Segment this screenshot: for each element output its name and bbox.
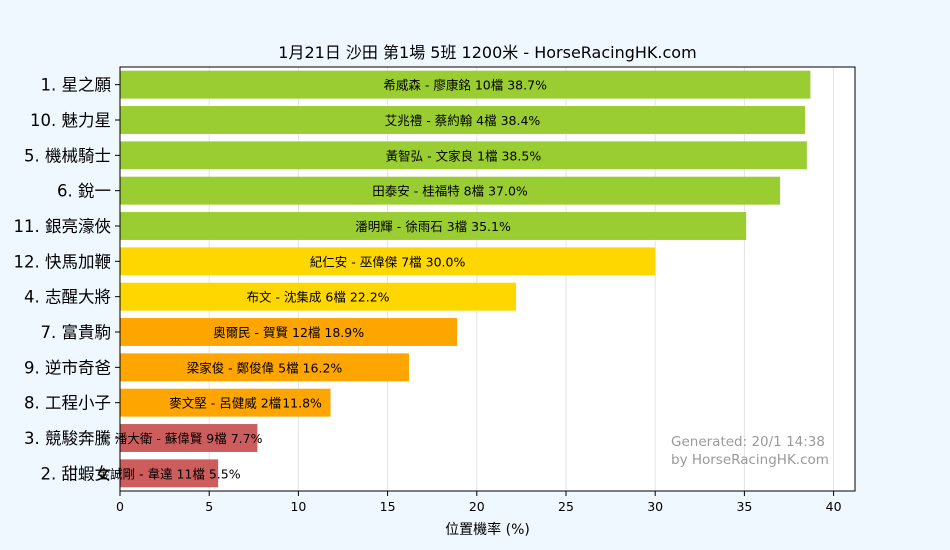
bar-label: 潘大衛 - 蘇偉賢 9檔 7.7% (115, 431, 263, 446)
x-tick-label: 5 (205, 499, 213, 514)
bar (120, 212, 747, 240)
bar-label: 黃智弘 - 文家良 1檔 38.5% (386, 148, 542, 163)
bar-labels: 希威森 - 廖康銘 10檔 38.7% 艾兆禮 - 蔡約翰 4檔 38.4% 黃智弘… (98, 78, 548, 482)
bars (120, 70, 811, 488)
plot-area (120, 67, 855, 491)
x-tick-label: 0 (116, 499, 124, 514)
x-tick-label: 35 (736, 499, 752, 514)
x-tick-label: 20 (469, 499, 485, 514)
bar-label: 布文 - 沈集成 6檔 22.2% (246, 290, 389, 305)
x-axis-label: 位置機率 (%) (445, 521, 530, 538)
y-tick-label: 12. 快馬加鞭 (14, 252, 112, 271)
bar-label: 田泰安 - 桂福特 8檔 37.0% (372, 184, 528, 199)
x-tick-label: 10 (290, 499, 306, 514)
bar (120, 459, 219, 488)
bar (120, 318, 458, 346)
bar-label: 麥文堅 - 呂健威 2檔 (169, 396, 281, 411)
bar-label: 艾兆禮 - 蔡約翰 4檔 38.4% (385, 113, 541, 128)
y-tick-label: 10. 魅力星 (30, 111, 111, 130)
x-tick-label: 15 (380, 499, 396, 514)
bar-label: 金誠剛 - 韋達 11檔 5.5% (98, 466, 241, 481)
bar-label: 潘明輝 - 徐雨石 3檔 35.1% (355, 219, 511, 234)
y-tick-label: 5. 機械騎士 (24, 146, 111, 165)
footer-source: by HorseRacingHK.com (671, 452, 829, 468)
bar (120, 106, 806, 134)
x-tick-label: 30 (647, 499, 663, 514)
bar (120, 388, 331, 417)
bar-label-value: 11.8% (282, 396, 322, 411)
bar (120, 141, 807, 170)
bar (120, 70, 811, 99)
chart-title: 1月21日 沙田 第1場 5班 1200米 - HorseRacingHK.co… (278, 43, 696, 62)
footer-generated: Generated: 20/1 14:38 (671, 434, 825, 450)
y-tick-label: 9. 逆市奇爸 (24, 358, 111, 377)
bar (120, 176, 781, 205)
x-tick-label: 40 (826, 499, 842, 514)
x-tick-labels: 0 5 10 15 20 25 30 35 40 (116, 491, 842, 514)
bar (120, 282, 517, 311)
y-tick-label: 6. 銳一 (57, 182, 111, 201)
y-tick-label: 1. 星之願 (41, 76, 112, 95)
y-tick-labels: 1. 星之願 10. 魅力星 5. 機械騎士 6. 銳一 11. 銀亮濠俠 12. 快馬加… (14, 76, 120, 483)
y-tick-label: 7. 富貴駒 (41, 323, 112, 342)
y-tick-label: 3. 競駿奔騰 (24, 429, 111, 448)
y-tick-label: 8. 工程小子 (24, 394, 111, 413)
bar-label: 奧爾民 - 賀賢 12檔 18.9% (213, 325, 364, 340)
y-tick-label: 4. 志醒大將 (24, 288, 111, 307)
bar-label: 希威森 - 廖康銘 10檔 38.7% (383, 78, 547, 93)
bar (120, 353, 410, 382)
bar-label: 紀仁安 - 巫偉傑 7檔 30.0% (310, 254, 466, 269)
bar-label: 梁家俊 - 鄭俊偉 5檔 16.2% (187, 360, 343, 375)
bar (120, 424, 258, 452)
y-tick-label: 11. 銀亮濠俠 (14, 217, 112, 236)
bar (120, 247, 656, 276)
y-tick-label: 2. 甜蝦女 (41, 464, 112, 483)
plot-frame (119, 66, 856, 492)
x-tick-label: 25 (558, 499, 574, 514)
